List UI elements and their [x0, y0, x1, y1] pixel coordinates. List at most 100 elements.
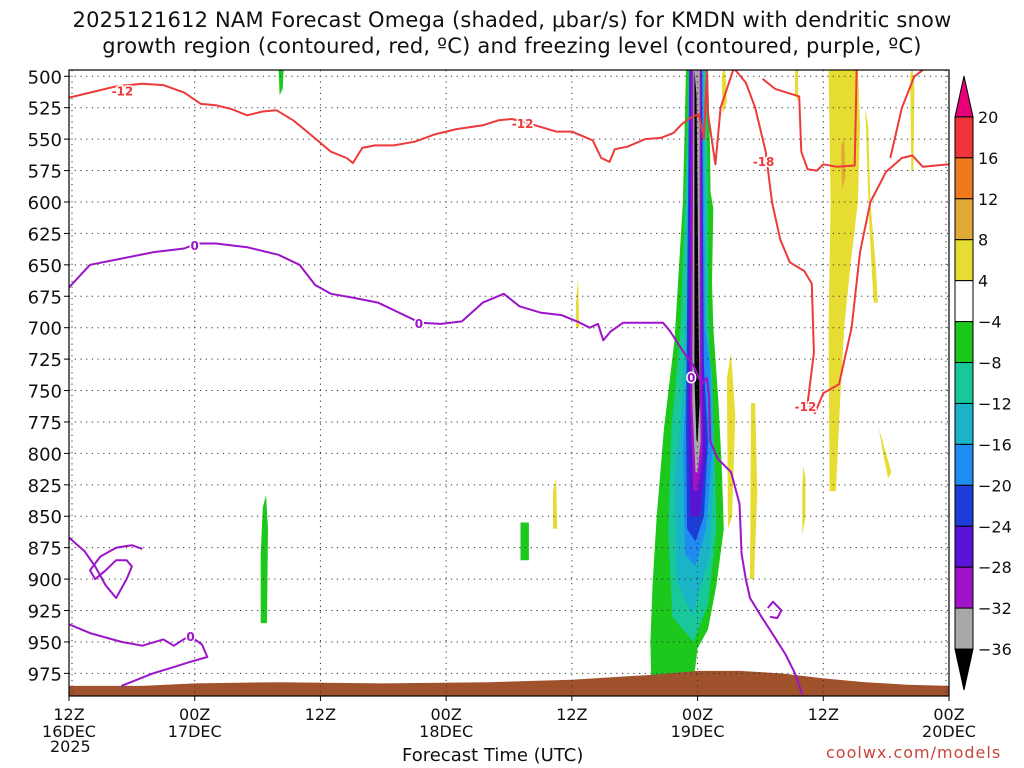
y-tick-label: 600 — [28, 193, 62, 214]
contour-line-0 — [69, 242, 804, 696]
y-tick-label: 675 — [28, 287, 62, 308]
chart-title-line-2: growth region (contoured, red, ºC) and f… — [102, 34, 922, 58]
colorbar-swatch — [954, 402, 974, 445]
colorbar-swatch — [954, 116, 974, 159]
colorbar-swatch — [954, 239, 974, 282]
contour-line--18 — [761, 70, 858, 172]
omega-region-18 — [750, 403, 758, 580]
omega-region-25 — [841, 139, 846, 190]
colorbar-swatch — [954, 566, 974, 609]
contour-label: 0 — [186, 630, 194, 644]
omega-region-23 — [910, 70, 915, 171]
colorbar-label: 16 — [978, 149, 998, 168]
colorbar-label: −16 — [978, 435, 1012, 454]
x-tick-label: 12Z — [556, 705, 587, 724]
colorbar-label: 12 — [978, 190, 998, 209]
contour-line-0b — [69, 536, 143, 599]
contour-label: 0 — [191, 239, 199, 253]
y-tick-label: 800 — [28, 444, 62, 465]
y-tick-label: 700 — [28, 319, 62, 340]
y-tick-label: 550 — [28, 130, 62, 151]
terrain-surface — [69, 670, 949, 696]
omega-region-9 — [708, 189, 714, 328]
omega-region-8 — [694, 70, 700, 441]
omega-region-17 — [726, 352, 736, 529]
y-tick-label: 750 — [28, 382, 62, 403]
omega-region-13 — [795, 70, 799, 102]
y-tick-label: 775 — [28, 413, 62, 434]
colorbar-label: −8 — [978, 354, 1002, 373]
y-tick-label: 625 — [28, 224, 62, 245]
y-tick-label: 925 — [28, 602, 62, 623]
contour-line--12 — [69, 70, 708, 164]
x-tick-label: 12Z — [305, 705, 336, 724]
omega-region-11 — [278, 70, 284, 96]
x-tick-date-label: 18DEC — [419, 722, 473, 741]
contour-label: -12 — [112, 84, 134, 98]
colorbar-swatch — [954, 443, 974, 486]
y-tick-label: 900 — [28, 570, 62, 591]
contour-line--12b — [706, 70, 735, 166]
colorbar-label: −20 — [978, 476, 1012, 495]
colorbar-label: −4 — [978, 313, 1002, 332]
x-tick-label: 00Z — [682, 705, 713, 724]
x-tick-label: 00Z — [430, 705, 461, 724]
x-tick-date-label: 16DEC — [42, 722, 96, 741]
contour-line-0d — [767, 600, 783, 620]
contour-label: -12 — [512, 117, 534, 131]
contour-line--12c — [734, 70, 949, 415]
contour-label: -12 — [795, 400, 817, 414]
x-tick-date-label: 17DEC — [168, 722, 222, 741]
omega-region-19 — [802, 466, 806, 536]
y-tick-label: 500 — [28, 67, 62, 88]
omega-region-12 — [520, 522, 529, 561]
colorbar-label: −36 — [978, 640, 1012, 659]
y-tick-label: 650 — [28, 256, 62, 277]
contour-label: 0 — [687, 371, 695, 385]
colorbar-swatch — [954, 525, 974, 568]
x-tick-date-label: 19DEC — [671, 722, 725, 741]
y-tick-label: 950 — [28, 633, 62, 654]
colorbar-swatch — [954, 157, 974, 200]
plot-frame — [68, 69, 950, 697]
colorbar-label: −24 — [978, 517, 1012, 536]
x-tick-date-label: 20DEC — [922, 722, 976, 741]
omega-region-14 — [576, 277, 580, 328]
colorbar-swatch — [954, 484, 974, 527]
source-credit: coolwx.com/models — [826, 743, 1002, 762]
omega-region-10 — [260, 494, 268, 624]
colorbar-swatch — [954, 321, 974, 364]
contour-line-0c — [69, 623, 209, 687]
colorbar-swatch — [954, 198, 974, 241]
colorbar-swatch — [954, 648, 974, 691]
colorbar-swatch — [954, 75, 974, 118]
chart-title-line-1: 2025121612 NAM Forecast Omega (shaded, μ… — [72, 8, 952, 32]
colorbar-label: −12 — [978, 394, 1012, 413]
colorbar-swatch — [954, 280, 974, 323]
colorbar-label: −28 — [978, 558, 1012, 577]
omega-region-15 — [553, 478, 558, 529]
y-tick-label: 850 — [28, 507, 62, 528]
x-tick-label: 12Z — [808, 705, 839, 724]
y-tick-label: 575 — [28, 162, 62, 183]
colorbar-label: −32 — [978, 599, 1012, 618]
x-tick-label: 00Z — [179, 705, 210, 724]
colorbar-swatch — [954, 607, 974, 650]
colorbar-label: 4 — [978, 272, 988, 291]
y-tick-label: 525 — [28, 99, 62, 120]
colorbar-swatch — [954, 362, 974, 404]
y-tick-label: 725 — [28, 350, 62, 371]
colorbar-label: 8 — [978, 231, 988, 250]
x-tick-label: 00Z — [933, 705, 964, 724]
colorbar-label: 20 — [978, 108, 998, 127]
x-tick-label: 12Z — [53, 705, 84, 724]
contour-label: -18 — [753, 155, 775, 169]
x-axis-title: Forecast Time (UTC) — [402, 745, 584, 766]
y-tick-label: 825 — [28, 476, 62, 497]
start-year-label: 2025 — [50, 737, 91, 756]
y-tick-label: 975 — [28, 664, 62, 685]
omega-region-21 — [865, 107, 878, 303]
y-tick-label: 875 — [28, 539, 62, 560]
